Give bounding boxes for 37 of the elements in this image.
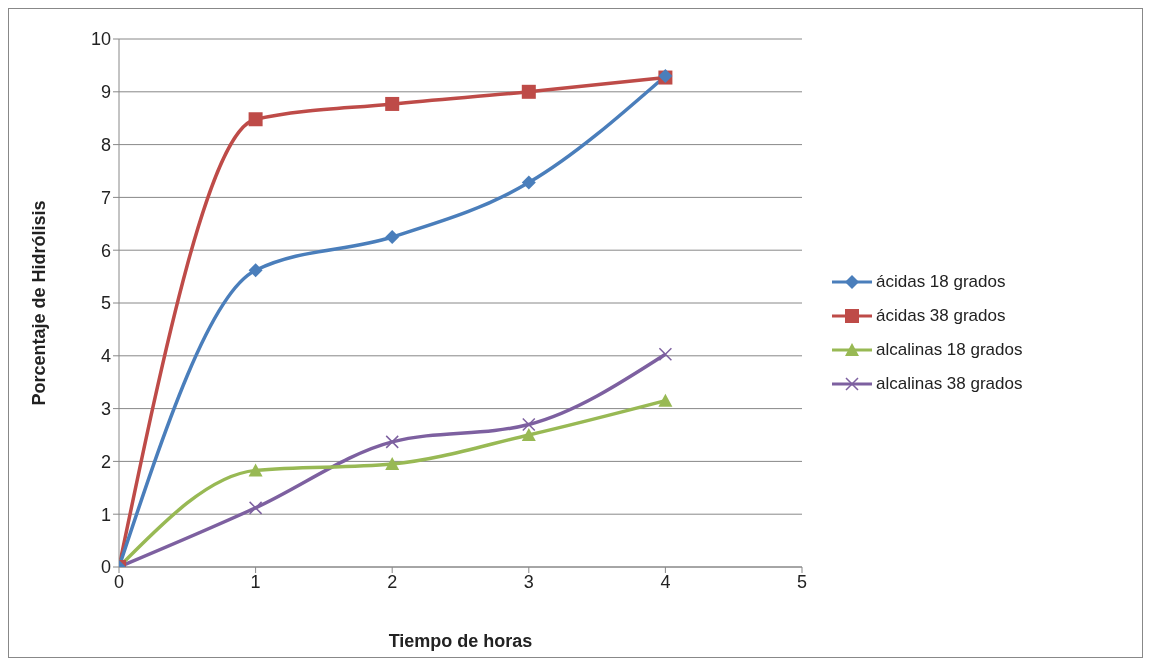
y-tick-label: 9	[100, 82, 111, 103]
x-tick-label: 1	[250, 571, 261, 592]
y-tick-label: 7	[100, 187, 111, 208]
point	[248, 112, 263, 127]
point	[658, 393, 673, 407]
point	[521, 175, 536, 190]
point	[248, 463, 263, 477]
point	[385, 435, 399, 449]
y-tick-label: 1	[100, 504, 111, 525]
point	[521, 428, 536, 441]
y-tick-label: 10	[90, 29, 111, 50]
legend-label: ácidas 38 grados	[876, 306, 1006, 326]
point	[248, 263, 263, 278]
point	[385, 230, 400, 244]
x-tick-label: 0	[113, 571, 125, 592]
legend-label: alcalinas 18 grados	[876, 340, 1023, 360]
x-tick-label: 5	[796, 571, 808, 592]
y-tick-label: 2	[100, 451, 111, 472]
y-tick-label: 4	[100, 346, 111, 367]
point	[385, 457, 400, 471]
y-tick-label: 0	[100, 557, 111, 578]
x-tick-label: 3	[523, 571, 534, 592]
y-tick-label: 6	[100, 240, 111, 261]
legend-label: alcalinas 38 grados	[876, 374, 1023, 394]
point	[248, 501, 263, 515]
point	[658, 347, 673, 361]
point	[522, 417, 536, 432]
y-tick-label: 8	[100, 134, 111, 155]
x-tick-label: 4	[660, 571, 671, 592]
y-axis-title: Porcentaje de Hidrólisis	[29, 200, 50, 406]
point	[385, 96, 400, 111]
legend-label: ácidas 18 grados	[876, 272, 1006, 292]
x-tick-label: 2	[387, 571, 398, 592]
x-axis-title: Tiempo de horas	[388, 631, 533, 651]
point	[521, 84, 536, 99]
y-tick-label: 3	[100, 398, 111, 419]
y-tick-label: 5	[100, 293, 111, 314]
